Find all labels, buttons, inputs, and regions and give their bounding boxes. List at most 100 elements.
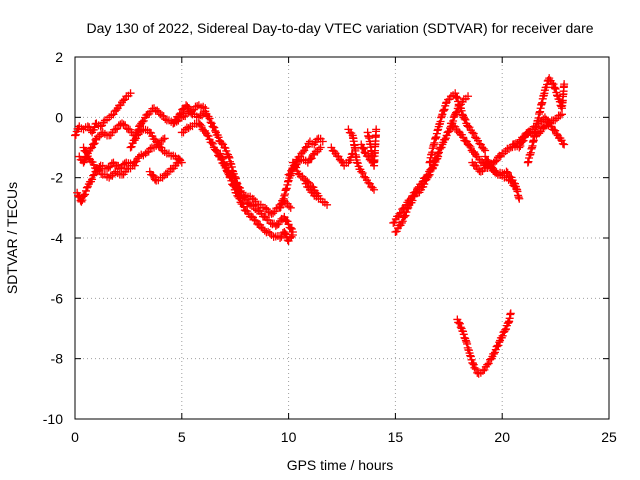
series-arc-17 — [363, 125, 381, 170]
interpolated-point — [508, 177, 517, 186]
interpolated-point — [214, 133, 223, 142]
interpolated-point — [403, 204, 412, 213]
data-point — [261, 203, 270, 212]
interpolated-point — [278, 196, 287, 205]
data-point — [370, 185, 379, 194]
interpolated-point — [89, 140, 98, 149]
interpolated-point — [205, 114, 214, 123]
interpolated-point — [260, 226, 269, 235]
interpolated-point — [292, 163, 301, 172]
interpolated-point — [240, 193, 249, 202]
series-arc-12 — [288, 158, 323, 200]
series-arc-15 — [344, 125, 379, 194]
x-tick-label: 0 — [71, 429, 79, 445]
interpolated-point — [455, 318, 464, 327]
data-point — [126, 89, 135, 98]
interpolated-point — [80, 191, 89, 200]
interpolated-point — [466, 143, 475, 152]
interpolated-point — [408, 196, 417, 205]
interpolated-point — [492, 342, 501, 351]
series-arc-9 — [216, 149, 297, 246]
interpolated-point — [497, 333, 506, 342]
interpolated-point — [127, 142, 136, 151]
interpolated-point — [287, 232, 296, 241]
interpolated-point — [139, 116, 148, 125]
data-point — [175, 155, 184, 164]
data-point — [483, 360, 492, 369]
interpolated-point — [425, 170, 434, 179]
data-point — [395, 209, 404, 218]
interpolated-point — [82, 183, 91, 192]
interpolated-point — [359, 144, 368, 153]
data-point — [250, 215, 259, 224]
interpolated-point — [181, 125, 190, 134]
interpolated-point — [104, 163, 113, 172]
data-point — [152, 137, 161, 146]
interpolated-point — [443, 128, 452, 137]
interpolated-point — [459, 330, 468, 339]
chart-title: Day 130 of 2022, Sidereal Day-to-day VTE… — [86, 20, 593, 36]
interpolated-point — [498, 331, 507, 340]
interpolated-point — [285, 202, 294, 211]
interpolated-point — [460, 114, 469, 123]
data-point — [130, 161, 139, 170]
interpolated-point — [455, 319, 464, 328]
interpolated-point — [286, 223, 295, 232]
interpolated-point — [211, 126, 220, 135]
data-point — [323, 200, 332, 209]
interpolated-point — [552, 129, 561, 138]
interpolated-point — [505, 144, 514, 153]
interpolated-point — [291, 162, 300, 171]
interpolated-point — [88, 175, 97, 184]
data-point — [276, 203, 285, 212]
interpolated-point — [149, 171, 158, 180]
y-axis-label: SDTVAR / TECUs — [4, 182, 20, 294]
data-point — [175, 110, 184, 119]
interpolated-point — [557, 102, 566, 111]
series-arc-20 — [425, 89, 490, 167]
x-tick-label: 10 — [281, 429, 297, 445]
interpolated-point — [218, 154, 227, 163]
data-point — [560, 140, 569, 149]
data-point — [515, 194, 524, 203]
interpolated-point — [491, 157, 500, 166]
interpolated-point — [228, 180, 237, 189]
interpolated-point — [227, 176, 236, 185]
interpolated-point — [184, 103, 193, 112]
interpolated-point — [86, 144, 95, 153]
interpolated-point — [193, 102, 202, 111]
data-point — [506, 176, 515, 185]
interpolated-point — [401, 211, 410, 220]
interpolated-point — [435, 144, 444, 153]
interpolated-point — [439, 106, 448, 115]
interpolated-point — [502, 325, 511, 334]
data-point — [79, 158, 88, 167]
interpolated-point — [277, 232, 286, 241]
interpolated-point — [138, 117, 147, 126]
y-tick-label: -6 — [51, 290, 64, 306]
y-axis-ticks: -10 -8 -6 -4 -2 0 2 — [43, 49, 609, 427]
y-tick-label: 0 — [55, 109, 63, 125]
interpolated-point — [82, 148, 91, 157]
interpolated-point — [520, 133, 529, 142]
y-tick-label: -10 — [43, 411, 63, 427]
y-tick-label: -4 — [51, 230, 64, 246]
data-point — [288, 230, 297, 239]
data-points — [71, 74, 569, 378]
interpolated-point — [78, 196, 87, 205]
interpolated-point — [550, 84, 559, 93]
interpolated-point — [223, 169, 232, 178]
series-arc-6 — [145, 155, 184, 185]
interpolated-point — [457, 106, 466, 115]
interpolated-point — [315, 145, 324, 154]
interpolated-point — [440, 105, 449, 114]
interpolated-point — [399, 213, 408, 222]
interpolated-point — [93, 165, 102, 174]
interpolated-point — [159, 135, 168, 144]
interpolated-point — [79, 192, 88, 201]
interpolated-point — [150, 175, 159, 184]
data-point — [160, 134, 169, 143]
interpolated-point — [557, 136, 566, 145]
x-tick-label: 15 — [388, 429, 404, 445]
data-point — [466, 351, 475, 360]
